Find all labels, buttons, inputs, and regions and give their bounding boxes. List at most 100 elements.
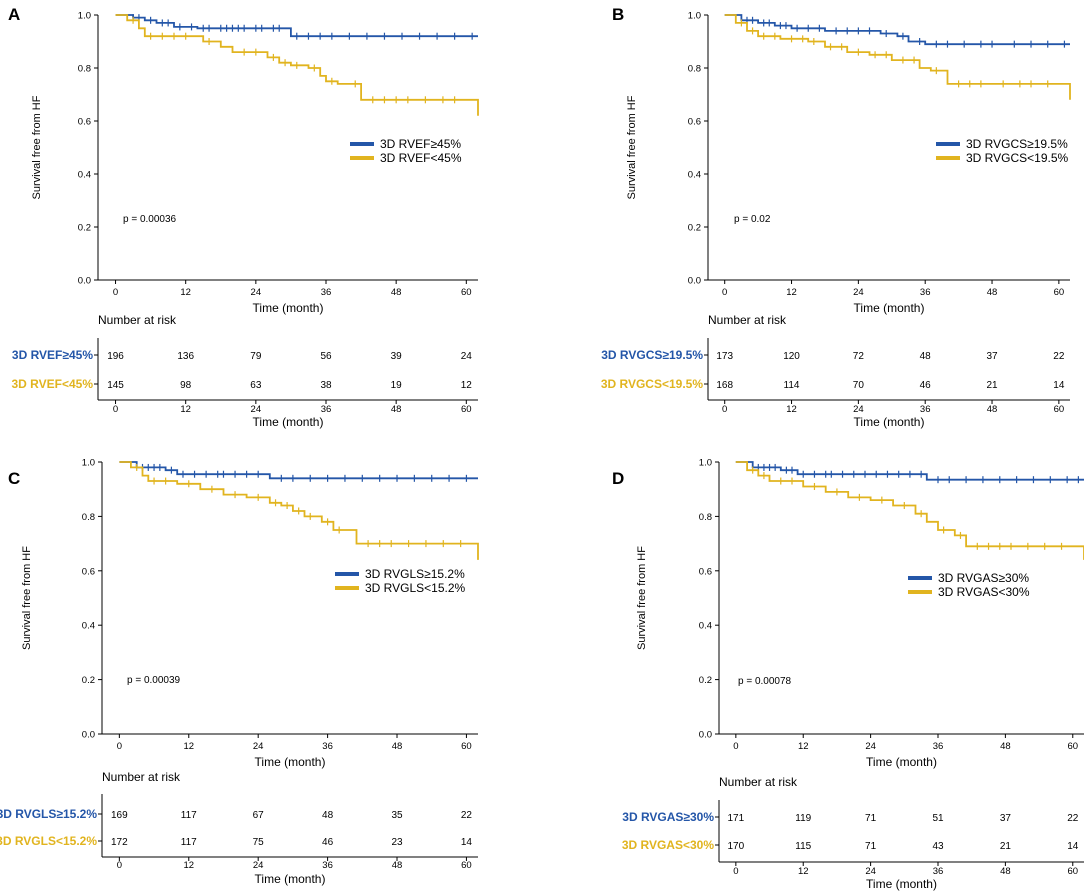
panel-a-risk-count-high: 39	[391, 351, 403, 362]
panel-a-ytick-label: 0.4	[78, 170, 91, 181]
panel-b-risk-count-high: 173	[716, 351, 733, 362]
panel-a-risk-count-low: 145	[107, 380, 124, 391]
panel-c-risk-count-high: 22	[461, 810, 473, 821]
panel-c-risk-label-high: 3D RVGLS≥15.2%	[0, 807, 97, 821]
panel-c-xtick-label: 24	[253, 741, 264, 752]
panel-b-risk-count-high: 72	[853, 351, 865, 362]
panel-d-ytick-label: 0.6	[699, 566, 712, 577]
panel-b-curve-low	[724, 14, 1071, 100]
panel-b-ytick-label: 0.6	[688, 117, 701, 128]
panel-b-xtick-label: 36	[920, 287, 931, 298]
panel-a-risk-count-low: 63	[250, 380, 262, 391]
panel-c-risk-count-high: 117	[181, 810, 197, 821]
panel-a: A 0.0 0.2 0.4 0.6 0.8 1.0 0 12 24 36 48 60 Survival f…	[8, 5, 479, 429]
panel-a-risk-x-axis-label: Time (month)	[253, 415, 324, 429]
panel-d-risk-count-high: 71	[865, 813, 877, 824]
panel-b-xtick-label: 60	[1054, 287, 1065, 298]
panel-c-risk-count-low: 75	[253, 837, 265, 848]
panel-d-curve-low	[735, 461, 1084, 560]
panel-a-risk-xtick-label: 60	[461, 404, 472, 415]
panel-b-ytick-label: 1.0	[688, 11, 701, 22]
panel-c-ytick-label: 0.8	[82, 512, 95, 523]
panel-a-letter: A	[8, 5, 20, 24]
panel-b-curve-high	[724, 14, 1070, 46]
panel-b-risk-count-high: 22	[1053, 351, 1065, 362]
panel-c-risk-xtick-label: 60	[461, 860, 472, 871]
panel-a-ytick-label: 0.6	[78, 117, 91, 128]
panel-c-risk-xtick-label: 36	[322, 860, 333, 871]
panel-b-xtick-label: 12	[786, 287, 797, 298]
panel-c-risk-count-low: 172	[111, 837, 128, 848]
panel-d-xtick-label: 60	[1067, 741, 1078, 752]
panel-d-risk-xtick-label: 0	[733, 866, 738, 877]
panel-a-p-value: p = 0.00036	[123, 214, 177, 225]
panel-a-y-axis-label: Survival free from HF	[31, 95, 43, 199]
panel-d-xtick-label: 12	[798, 741, 809, 752]
panel-c-risk-xtick-label: 24	[253, 860, 264, 871]
panel-d-risk-label-high: 3D RVGAS≥30%	[622, 810, 714, 824]
panel-d-risk-count-high: 37	[1000, 813, 1012, 824]
panel-d-risk-count-high: 119	[795, 813, 811, 824]
panel-c-risk-count-low: 23	[391, 837, 403, 848]
panel-d-legend-label-low: 3D RVGAS<30%	[938, 585, 1030, 599]
panel-d-risk-xtick-label: 60	[1067, 866, 1078, 877]
panel-b-risk-count-high: 37	[986, 351, 998, 362]
panel-b-x-axis-label: Time (month)	[854, 301, 925, 315]
panel-a-risk-count-high: 24	[461, 351, 473, 362]
panel-c-letter: C	[8, 469, 20, 488]
panel-b-ytick-label: 0.2	[688, 223, 701, 234]
panel-b-risk-label-low: 3D RVGCS<19.5%	[601, 377, 703, 391]
panel-b-risk-title: Number at risk	[708, 313, 787, 327]
panel-d-xtick-label: 0	[733, 741, 738, 752]
panel-c-risk-count-high: 169	[111, 810, 128, 821]
panel-a-risk-count-high: 196	[107, 351, 124, 362]
panel-d-risk-title: Number at risk	[719, 775, 798, 789]
panel-c-risk-label-low: 3D RVGLS<15.2%	[0, 834, 97, 848]
panel-c-ytick-label: 0.6	[82, 566, 95, 577]
panel-c-x-axis-label: Time (month)	[255, 755, 326, 769]
panel-b-ytick-label: 0.0	[688, 276, 701, 287]
panel-c-curve-high	[119, 461, 478, 480]
panel-c-ytick-label: 0.2	[82, 675, 95, 686]
panel-b-legend-label-high: 3D RVGCS≥19.5%	[966, 137, 1068, 151]
panel-a-risk-count-high: 79	[250, 351, 262, 362]
panel-c-xtick-label: 60	[461, 741, 472, 752]
panel-b-risk-count-high: 48	[920, 351, 932, 362]
panel-c-ytick-label: 0.0	[82, 730, 95, 741]
panel-c-y-axis-label: Survival free from HF	[21, 546, 33, 650]
panel-c-risk-xtick-label: 48	[392, 860, 403, 871]
panel-a-ytick-label: 1.0	[78, 11, 91, 22]
panel-d-ytick-label: 0.2	[699, 675, 712, 686]
panel-c-risk-count-low: 117	[181, 837, 197, 848]
panel-c-xtick-label: 36	[322, 741, 333, 752]
panel-d-risk-count-high: 22	[1067, 813, 1079, 824]
panel-c-risk-xtick-label: 12	[183, 860, 194, 871]
panel-a-xtick-label: 24	[251, 287, 262, 298]
panel-c-risk-xtick-label: 0	[117, 860, 122, 871]
panel-a-risk-xtick-label: 24	[251, 404, 262, 415]
panel-a-ytick-label: 0.0	[78, 276, 91, 287]
panel-a-xtick-label: 12	[180, 287, 191, 298]
panel-a-ytick-label: 0.8	[78, 64, 91, 75]
panel-c-risk-title: Number at risk	[102, 770, 181, 784]
panel-b-risk-count-low: 168	[716, 380, 733, 391]
panel-d-letter: D	[612, 469, 624, 488]
panel-d-xtick-label: 36	[933, 741, 944, 752]
panel-a-risk-count-low: 98	[180, 380, 192, 391]
panel-b-risk-count-high: 120	[783, 351, 800, 362]
panel-d-ytick-label: 1.0	[699, 458, 712, 469]
panel-a-x-axis-label: Time (month)	[253, 301, 324, 315]
panel-d-ytick-label: 0.8	[699, 512, 712, 523]
panel-c-risk-x-axis-label: Time (month)	[255, 872, 326, 886]
panel-d-xtick-label: 24	[865, 741, 876, 752]
panel-b-risk-count-low: 14	[1053, 380, 1065, 391]
panel-b-xtick-label: 0	[722, 287, 727, 298]
panel-c-risk-count-high: 48	[322, 810, 334, 821]
panel-b-risk-xtick-label: 12	[786, 404, 797, 415]
panel-d-legend-label-high: 3D RVGAS≥30%	[938, 571, 1029, 585]
panel-a-risk-label-high: 3D RVEF≥45%	[12, 348, 93, 362]
panel-b-risk-count-low: 70	[853, 380, 865, 391]
panel-b-ytick-label: 0.4	[688, 170, 701, 181]
panel-b-letter: B	[612, 5, 624, 24]
